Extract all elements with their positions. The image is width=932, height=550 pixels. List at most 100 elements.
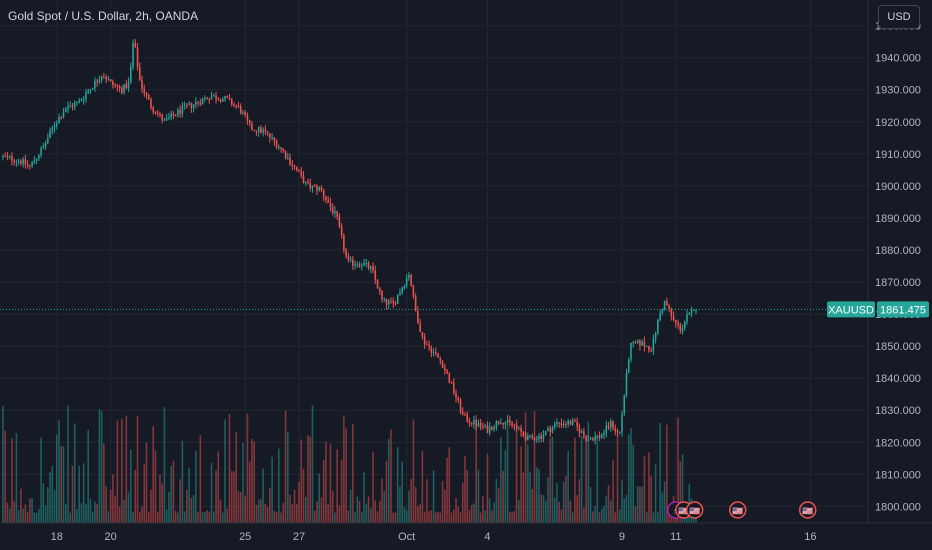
volume-bar [336, 449, 338, 523]
volume-bar [132, 512, 134, 523]
candle-body [356, 264, 359, 266]
volume-bar [154, 450, 157, 523]
candle-body [361, 265, 363, 267]
price-axis[interactable]: 1950.0001940.0001930.0001920.0001910.000… [875, 21, 921, 514]
candle-body [159, 113, 161, 115]
volume-bar [201, 512, 204, 523]
volume-bar [103, 443, 105, 523]
candle-body [284, 151, 287, 158]
us-flag-event-icon[interactable]: 🇺🇸 [798, 501, 817, 519]
volume-bar [6, 502, 9, 523]
candle-body [300, 171, 303, 176]
candle-body [87, 90, 89, 94]
candle-body [441, 360, 444, 368]
volume-bar [343, 415, 345, 523]
candle-body [33, 160, 36, 163]
candle-body [684, 321, 686, 329]
candle-body [569, 421, 572, 425]
candle-body [648, 346, 650, 351]
time-axis-label: 11 [670, 531, 681, 543]
volume-bar [195, 450, 197, 523]
volume-bar [53, 489, 56, 523]
candle-body [452, 382, 455, 393]
candle-body [502, 422, 504, 425]
candle-body [558, 422, 560, 424]
us-flag-event-icon[interactable]: 🇺🇸 [685, 501, 704, 519]
volume-bar [390, 429, 392, 523]
time-axis-label: 20 [104, 531, 116, 543]
time-axis[interactable]: 18 20 25 27 Oct 4 9 11 16 [51, 531, 817, 543]
candle-body [601, 434, 603, 438]
candle-body [679, 324, 682, 332]
price-axis-label: 1810.000 [875, 469, 921, 481]
volume-bar [616, 433, 619, 523]
candle-body [233, 104, 235, 106]
currency-button[interactable]: USD [878, 5, 920, 29]
volume-bar [585, 440, 587, 523]
volume-bar [426, 479, 428, 523]
volume-bar [118, 506, 121, 523]
volume-bar [17, 510, 20, 523]
volume-bar [412, 419, 415, 523]
candle-body [589, 438, 592, 440]
volume-bar [488, 498, 491, 523]
candle-body [479, 422, 482, 427]
volume-bar [260, 498, 262, 523]
volume-bar [100, 411, 103, 523]
volume-bar [618, 509, 621, 523]
candle-body [49, 130, 51, 139]
volume-bar [408, 490, 410, 523]
candle-body [165, 118, 168, 120]
candle-body [163, 119, 166, 121]
candle-body [130, 67, 132, 83]
volume-bar [295, 504, 298, 523]
event-markers[interactable]: ⚡🇺🇸🇺🇸🇺🇸🇺🇸 [667, 501, 817, 519]
candle-body [22, 159, 24, 164]
candle-body [412, 285, 415, 297]
volume-bar [571, 512, 574, 523]
candle-body [661, 309, 664, 313]
candle-body [302, 175, 305, 184]
volume-bar [208, 511, 211, 523]
volume-bar [461, 482, 464, 523]
price-tag: XAUUSD 1861.475 [827, 301, 929, 318]
volume-bar [112, 474, 114, 523]
candle-body [432, 352, 435, 354]
volume-bar [24, 504, 27, 523]
candle-body [174, 115, 177, 117]
candle-body [587, 439, 590, 441]
volume-bar [493, 502, 495, 523]
volume-bar [197, 512, 199, 523]
volume-bar [437, 511, 439, 523]
candle-body [147, 94, 150, 100]
volume-bar [569, 500, 572, 523]
volume-bar [94, 501, 96, 523]
volume-bar [632, 444, 634, 523]
candle-body [336, 211, 338, 217]
volume-bar [233, 471, 235, 523]
volume-bar [417, 506, 419, 523]
candle-body [76, 101, 78, 104]
candle-body [376, 279, 379, 289]
volume-bar [538, 469, 540, 523]
candle-body [116, 85, 119, 87]
volume-bar [574, 437, 576, 523]
volume-bar [255, 505, 258, 523]
candle-body [334, 211, 336, 214]
volume-bar [251, 439, 253, 523]
volume-bar [482, 496, 484, 523]
us-flag-event-icon[interactable]: 🇺🇸 [728, 501, 747, 519]
candle-body [251, 123, 253, 130]
volume-bar [219, 499, 222, 523]
candle-body [325, 196, 327, 200]
volume-bar [217, 451, 220, 523]
candle-body [571, 420, 574, 425]
volume-bar [273, 510, 276, 523]
candle-body [464, 414, 466, 416]
candle-body [154, 111, 157, 114]
volume-bar [82, 463, 85, 523]
volume-bar [266, 507, 269, 523]
volume-bar [630, 428, 632, 523]
candle-body [594, 436, 596, 441]
